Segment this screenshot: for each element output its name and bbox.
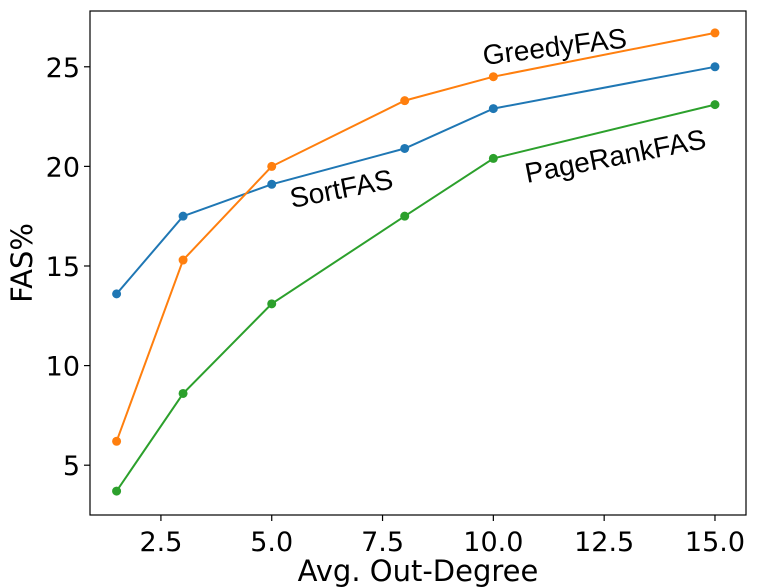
data-point-greedyfas: [488, 72, 498, 82]
data-point-sortfas: [400, 143, 410, 153]
x-tick-label: 7.5: [361, 527, 404, 558]
series-layer: [112, 28, 720, 496]
data-point-pagerankfas: [710, 100, 720, 110]
x-tick-label: 12.5: [574, 527, 634, 558]
y-tick-label: 20: [46, 152, 80, 183]
y-axis-label: FAS%: [5, 223, 39, 303]
data-point-pagerankfas: [178, 388, 188, 398]
data-point-sortfas: [488, 104, 498, 114]
x-tick-label: 2.5: [139, 527, 182, 558]
data-point-greedyfas: [112, 436, 122, 446]
x-tick-label: 10.0: [463, 527, 523, 558]
y-tick-label: 10: [46, 352, 80, 383]
data-point-sortfas: [112, 289, 122, 299]
x-axis: 2.5 5.0 7.5 10.0 12.5 15.0: [139, 515, 745, 558]
data-point-greedyfas: [267, 161, 277, 171]
data-point-sortfas: [267, 179, 277, 189]
data-point-pagerankfas: [267, 299, 277, 309]
data-point-greedyfas: [178, 255, 188, 265]
y-tick-label: 5: [63, 451, 80, 482]
data-point-greedyfas: [400, 96, 410, 106]
x-axis-label: Avg. Out-Degree: [298, 554, 539, 587]
data-point-sortfas: [178, 211, 188, 221]
data-point-sortfas: [710, 62, 720, 72]
data-point-pagerankfas: [112, 486, 122, 496]
x-tick-label: 15.0: [685, 527, 745, 558]
data-point-greedyfas: [710, 28, 720, 38]
plot-area-frame: [89, 10, 747, 516]
y-tick-label: 15: [46, 252, 80, 283]
series-line-pagerankfas: [115, 103, 716, 492]
data-point-pagerankfas: [400, 211, 410, 221]
series-line-sortfas: [115, 65, 716, 295]
series-line-greedyfas: [115, 31, 716, 442]
x-tick-label: 5.0: [250, 527, 293, 558]
y-axis: 5 10 15 20 25: [46, 53, 90, 482]
y-tick-label: 25: [46, 53, 80, 84]
data-point-pagerankfas: [488, 153, 498, 163]
